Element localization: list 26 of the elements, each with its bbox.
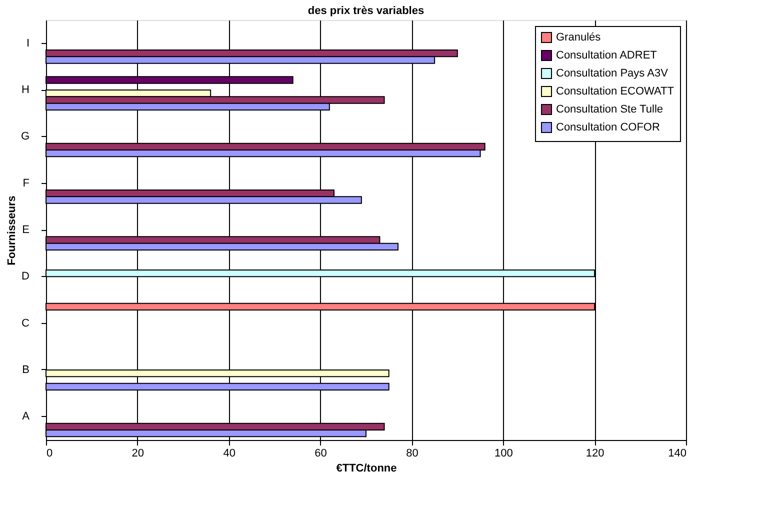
- x-tick-label: 120: [586, 448, 604, 460]
- y-tick-label: A: [22, 410, 30, 423]
- legend-label: Consultation Ste Tulle: [556, 104, 664, 116]
- y-tick-label: I: [26, 37, 30, 50]
- x-tick-label: 60: [314, 448, 327, 460]
- x-tick-label: 140: [668, 448, 686, 460]
- y-tick-label: G: [20, 130, 30, 143]
- legend-label: Consultation ADRET: [556, 50, 658, 62]
- legend-label: Consultation COFOR: [556, 122, 660, 134]
- legend-label: Granulés: [556, 32, 602, 44]
- y-axis-title: Fournisseurs: [6, 196, 18, 266]
- legend-label: Consultation Pays A3V: [556, 68, 669, 80]
- legend-label: Consultation ECOWATT: [556, 86, 674, 98]
- y-tick-label: H: [22, 84, 30, 96]
- x-tick-label: 100: [494, 448, 513, 460]
- y-tick-label: F: [22, 177, 30, 190]
- x-tick-label: 80: [406, 448, 418, 460]
- y-tick-label: D: [22, 270, 30, 283]
- x-axis-title: €TTC/tonne: [336, 462, 397, 474]
- x-tick-label: 20: [132, 448, 144, 460]
- chart-title: des prix très variables: [308, 5, 424, 17]
- y-tick-label: B: [22, 364, 30, 376]
- x-tick-label: 0: [46, 448, 53, 460]
- x-tick-label: 40: [223, 448, 236, 460]
- y-tick-label: C: [22, 317, 30, 330]
- y-tick-label: E: [22, 224, 30, 236]
